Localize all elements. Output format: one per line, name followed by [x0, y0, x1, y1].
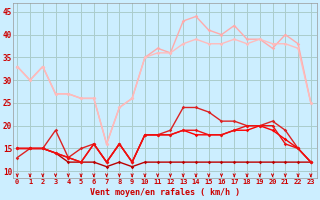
X-axis label: Vent moyen/en rafales ( km/h ): Vent moyen/en rafales ( km/h ): [90, 188, 240, 197]
